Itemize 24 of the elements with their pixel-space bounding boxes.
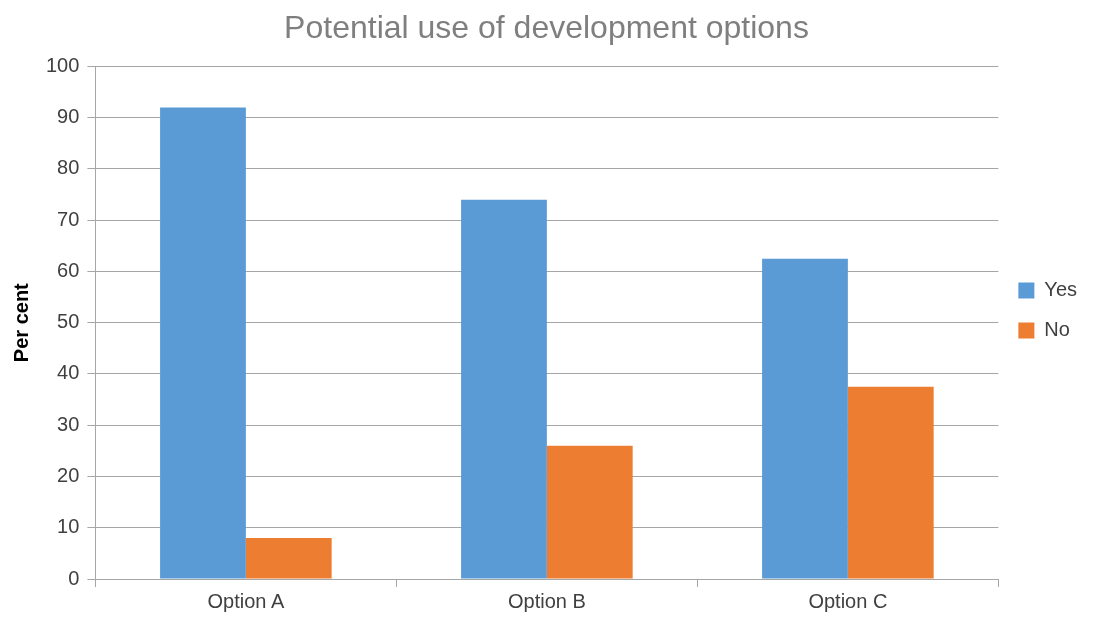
chart-title: Potential use of development options [284,9,809,46]
bar [245,537,332,579]
bar [160,107,246,579]
y-tick-label: 30 [57,412,80,435]
bar [461,199,547,579]
y-tick-label: 80 [57,156,80,179]
y-tick-label: 70 [57,207,80,230]
x-tick-label: Option A [207,589,285,612]
y-tick-label: 0 [68,566,80,589]
y-tick-label: 60 [57,258,80,281]
y-tick-label: 40 [57,361,80,384]
x-tick-label: Option B [507,589,586,612]
bar [546,445,633,579]
bar [847,386,934,579]
y-tick-label: 10 [57,515,80,538]
legend-label: Yes [1044,278,1078,301]
y-tick-label: 90 [57,105,80,128]
legend-label: No [1044,318,1070,341]
y-tick-label: 50 [57,310,80,333]
y-axis-title: Per cent [9,282,32,363]
x-tick-label: Option C [808,589,888,612]
y-tick-label: 100 [45,53,80,76]
bar [762,258,848,579]
y-tick-label: 20 [57,464,80,486]
